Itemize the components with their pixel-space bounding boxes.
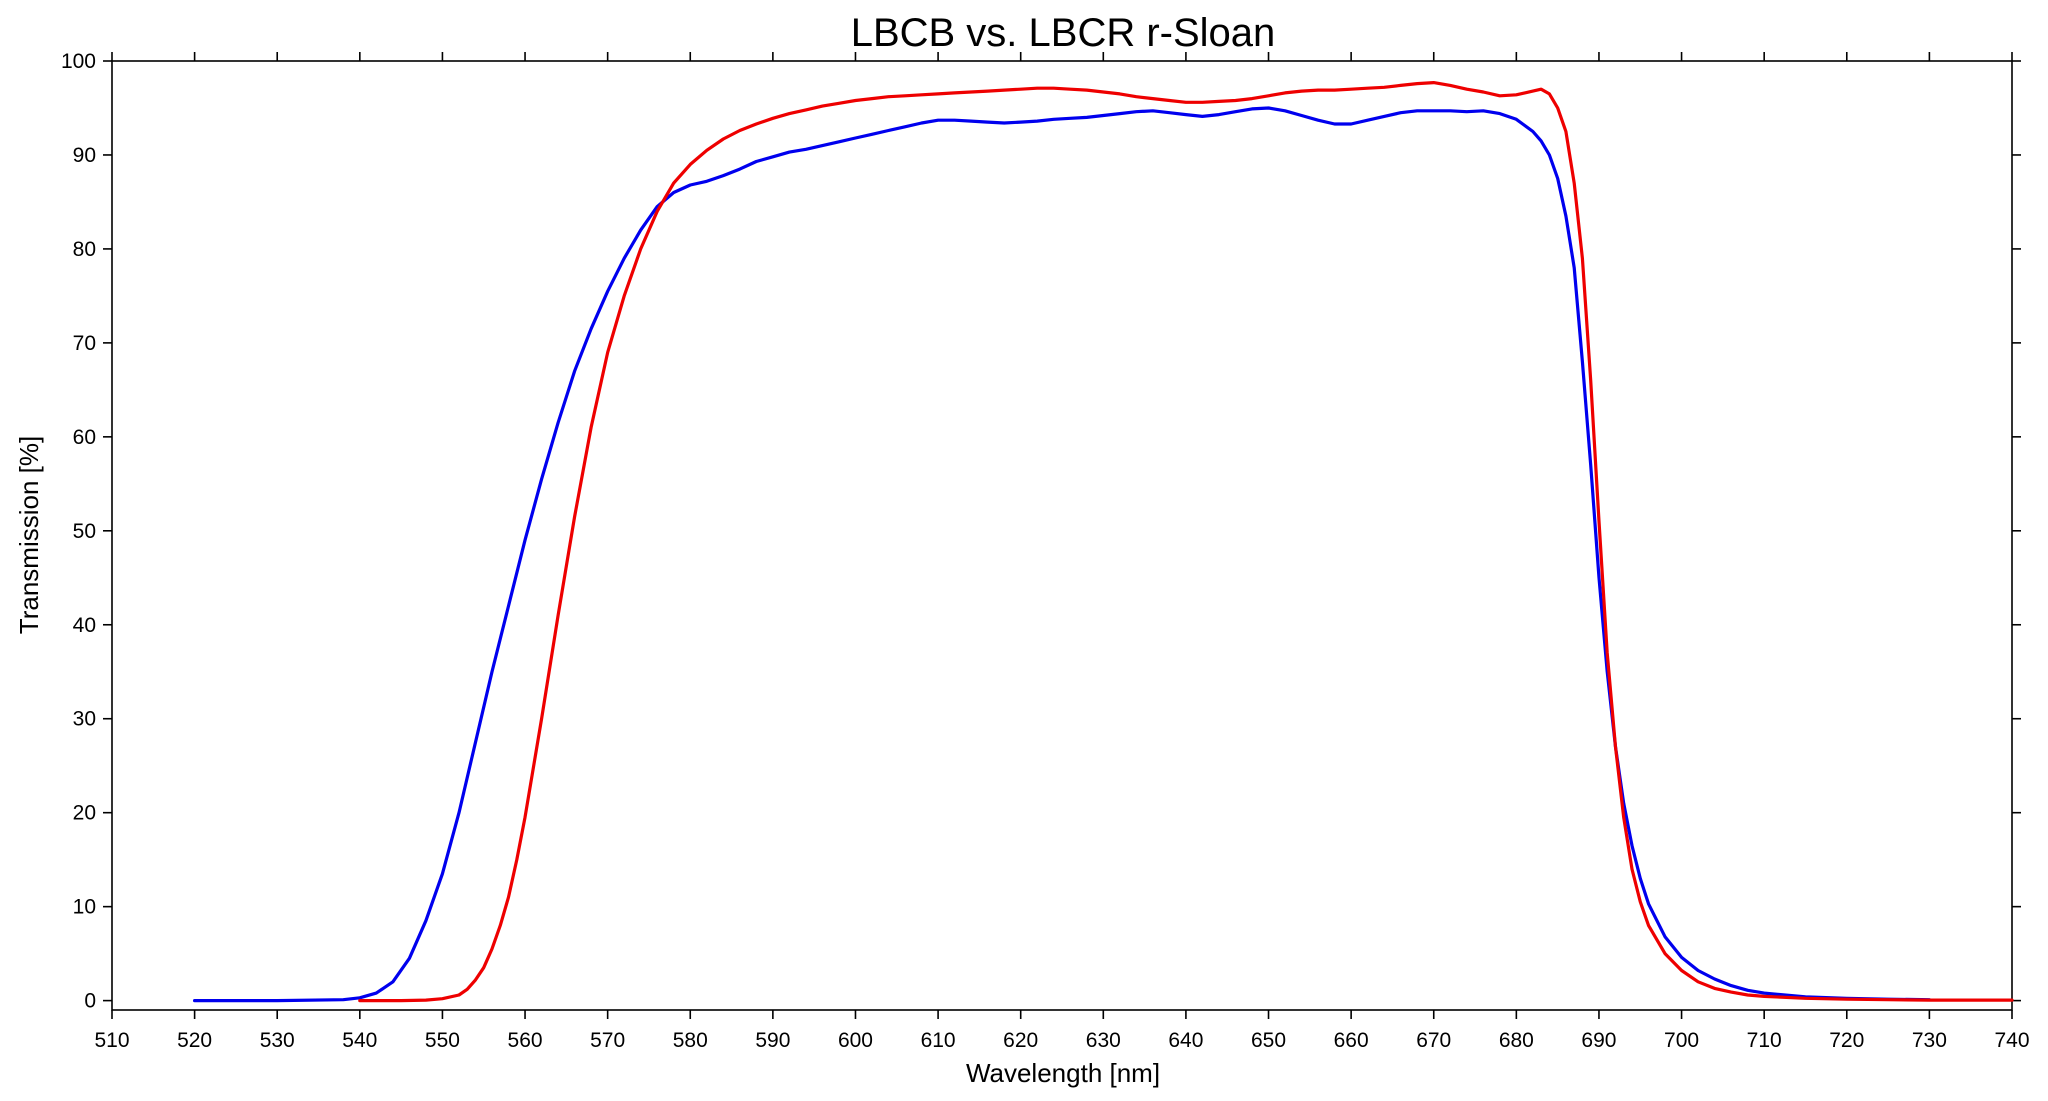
y-tick-label: 80 [73, 238, 96, 261]
x-tick-label: 610 [921, 1029, 956, 1052]
x-tick-label: 720 [1829, 1029, 1864, 1052]
x-tick-label: 560 [508, 1029, 543, 1052]
x-tick-label: 590 [755, 1029, 790, 1052]
x-tick-label: 550 [425, 1029, 460, 1052]
y-tick-label: 90 [73, 144, 96, 167]
x-tick-label: 640 [1168, 1029, 1203, 1052]
y-tick-label: 20 [73, 802, 96, 825]
x-tick-label: 570 [590, 1029, 625, 1052]
x-tick-label: 670 [1416, 1029, 1451, 1052]
plot-border [111, 60, 2013, 1011]
y-tick-label: 10 [73, 896, 96, 919]
chart-title: LBCB vs. LBCR r-Sloan [851, 11, 1276, 55]
x-tick-label: 740 [1994, 1029, 2029, 1052]
y-axis-ticks: 0 10 20 30 40 50 60 70 80 90 100 [61, 50, 2021, 1013]
x-tick-label: 530 [260, 1029, 295, 1052]
series-line-blue [193, 106, 1931, 1003]
x-tick-label: 680 [1499, 1029, 1534, 1052]
y-tick-label: 100 [61, 50, 96, 73]
x-tick-label: 580 [673, 1029, 708, 1052]
x-tick-label: 540 [342, 1029, 377, 1052]
series-line-red [358, 81, 2014, 1003]
x-tick-label: 660 [1334, 1029, 1369, 1052]
x-tick-label: 600 [838, 1029, 873, 1052]
plot-frame [111, 60, 2013, 1011]
x-tick-label: 620 [1003, 1029, 1038, 1052]
x-tick-label: 700 [1664, 1029, 1699, 1052]
y-axis-label: Transmission [%] [14, 436, 44, 634]
x-tick-label: 690 [1581, 1029, 1616, 1052]
x-tick-label: 730 [1912, 1029, 1947, 1052]
x-axis-ticks: 510 520 530 540 550 560 570 580 590 600 610 620 630 6… [94, 52, 2030, 1052]
x-tick-label: 650 [1251, 1029, 1286, 1052]
y-tick-label: 0 [84, 990, 96, 1013]
y-tick-label: 60 [73, 426, 96, 449]
y-tick-label: 50 [73, 520, 96, 543]
x-axis-label: Wavelength [nm] [966, 1058, 1160, 1088]
series-layer [193, 81, 2014, 1003]
y-tick-label: 40 [73, 614, 96, 637]
x-tick-label: 510 [94, 1029, 129, 1052]
x-tick-label: 710 [1747, 1029, 1782, 1052]
y-tick-label: 30 [73, 708, 96, 731]
x-tick-label: 630 [1086, 1029, 1121, 1052]
y-tick-label: 70 [73, 332, 96, 355]
x-tick-label: 520 [177, 1029, 212, 1052]
